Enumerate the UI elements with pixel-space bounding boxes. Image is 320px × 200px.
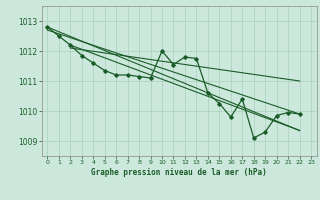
X-axis label: Graphe pression niveau de la mer (hPa): Graphe pression niveau de la mer (hPa) [91, 168, 267, 177]
